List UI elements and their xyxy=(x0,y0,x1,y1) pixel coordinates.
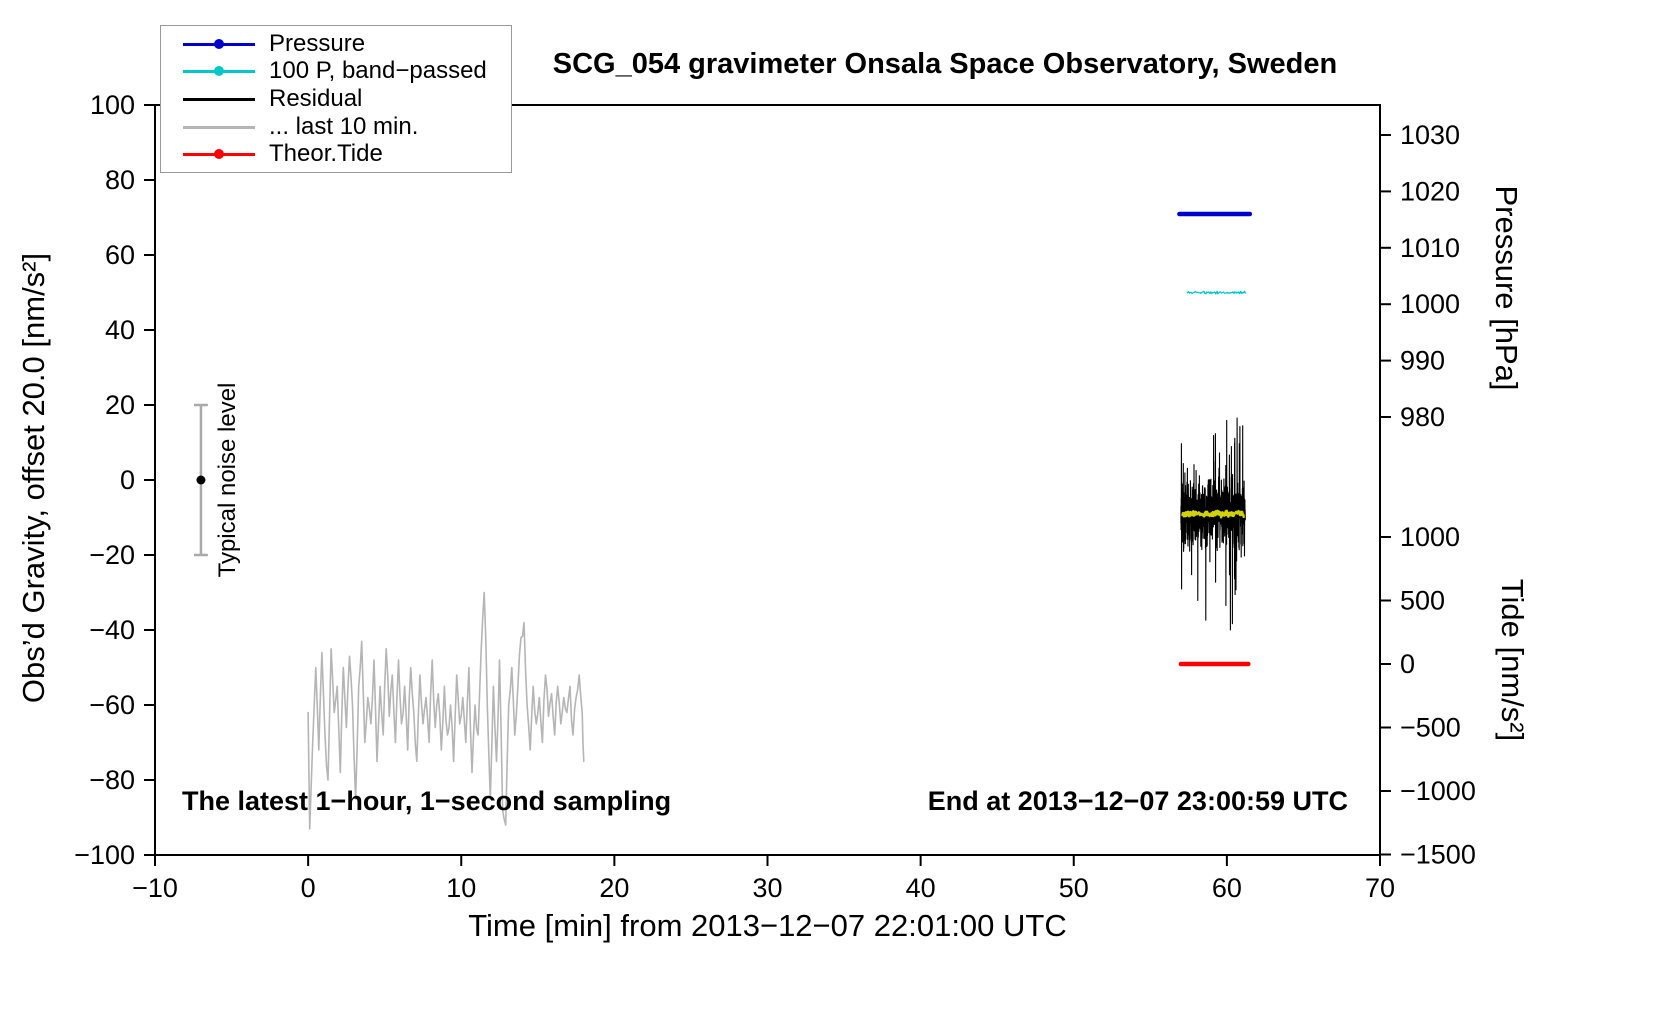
tick-label: 50 xyxy=(1059,873,1089,903)
legend-label: Theor.Tide xyxy=(269,140,383,168)
legend-label: ... last 10 min. xyxy=(269,112,419,140)
noise-level-dot xyxy=(196,475,206,485)
chart-title: SCG_054 gravimeter Onsala Space Observat… xyxy=(552,48,1338,80)
residual-line-icon xyxy=(183,92,255,106)
tick-label: 60 xyxy=(1212,873,1242,903)
tick-label: 0 xyxy=(120,465,135,495)
tick-label: −10 xyxy=(132,873,178,903)
tick-label: 0 xyxy=(1400,649,1415,679)
tick-label: −500 xyxy=(1400,713,1461,743)
tick-label: 1030 xyxy=(1400,120,1460,150)
legend: Pressure 100 P, band−passed Residual ...… xyxy=(160,25,512,173)
tick-label: −20 xyxy=(89,540,135,570)
tick-label: −40 xyxy=(89,615,135,645)
y-axis-label-gravity: Obs’d Gravity, offset 20.0 [nm/s²] xyxy=(16,252,51,704)
last-10-min-line-icon xyxy=(183,120,255,134)
tick-label: 1000 xyxy=(1400,522,1460,552)
tick-label: 60 xyxy=(105,240,135,270)
tick-label: −1500 xyxy=(1400,840,1476,870)
tick-label: 30 xyxy=(752,873,782,903)
tick-label: 1000 xyxy=(1400,289,1460,319)
legend-item-theor-tide: Theor.Tide xyxy=(183,140,511,168)
series-last-10-min-gravity xyxy=(307,591,585,830)
legend-label: Residual xyxy=(269,84,363,112)
series-residual-smoothed xyxy=(1181,509,1245,519)
tick-label: 500 xyxy=(1400,586,1445,616)
legend-item-residual: Residual xyxy=(183,84,511,112)
sampling-note: The latest 1−hour, 1−second sampling xyxy=(182,786,672,816)
tick-label: 1020 xyxy=(1400,176,1460,206)
tick-label: −60 xyxy=(89,690,135,720)
tick-label: 40 xyxy=(906,873,936,903)
pressure-line-icon xyxy=(183,37,255,51)
series-residual xyxy=(1180,417,1246,631)
series-pressure-band-passed xyxy=(1186,290,1246,295)
tick-label: 0 xyxy=(301,873,316,903)
legend-label: Pressure xyxy=(269,29,366,57)
band-passed-line-icon xyxy=(183,64,255,78)
end-time-note: End at 2013−12−07 23:00:59 UTC xyxy=(927,786,1348,816)
tick-label: 70 xyxy=(1365,873,1395,903)
tick-label: 1010 xyxy=(1400,233,1460,263)
tick-label: 980 xyxy=(1400,402,1445,432)
legend-item-pressure: Pressure xyxy=(183,29,511,57)
typical-noise-level-label: Typical noise level xyxy=(214,382,241,578)
tick-label: 20 xyxy=(105,390,135,420)
tick-label: 80 xyxy=(105,165,135,195)
tick-label: 40 xyxy=(105,315,135,345)
legend-label: 100 P, band−passed xyxy=(269,57,487,85)
legend-item-band-passed: 100 P, band−passed xyxy=(183,57,511,85)
tick-label: 10 xyxy=(446,873,476,903)
theor-tide-line-icon xyxy=(183,147,255,161)
y-axis-label-pressure: Pressure [hPa] xyxy=(1489,185,1524,391)
tick-label: 20 xyxy=(599,873,629,903)
tick-label: −100 xyxy=(74,840,135,870)
x-axis-label: Time [min] from 2013−12−07 22:01:00 UTC xyxy=(468,908,1067,943)
tick-label: −80 xyxy=(89,765,135,795)
legend-item-last-10-min: ... last 10 min. xyxy=(183,112,511,140)
tick-label: 990 xyxy=(1400,346,1445,376)
tick-label: 100 xyxy=(90,90,135,120)
tick-label: −1000 xyxy=(1400,776,1476,806)
y-axis-label-tide: Tide [nm/s²] xyxy=(1495,578,1530,742)
